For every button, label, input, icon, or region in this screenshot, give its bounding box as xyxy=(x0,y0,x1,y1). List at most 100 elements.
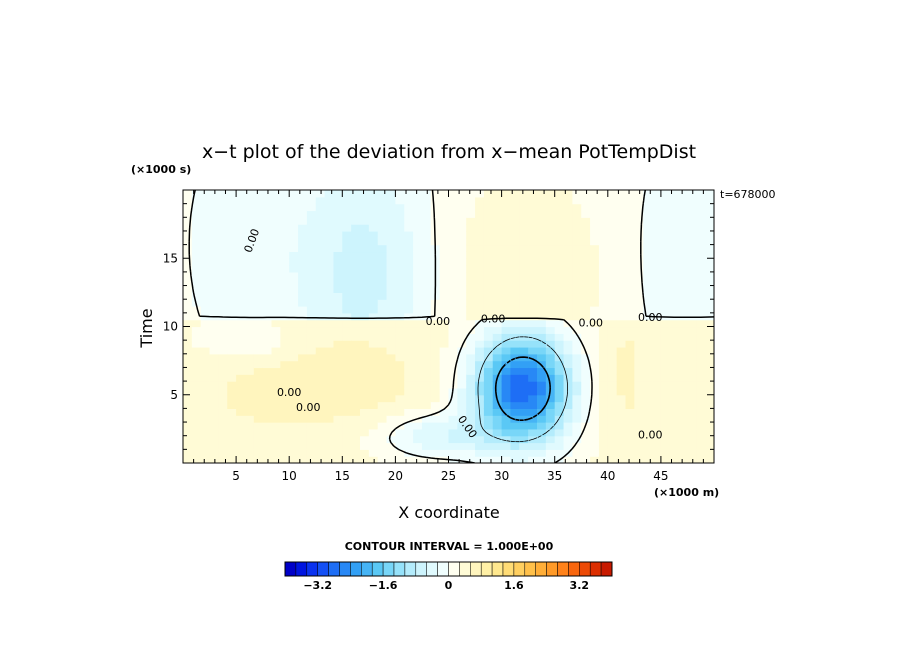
heatmap-cell xyxy=(678,449,689,457)
heatmap-cell xyxy=(218,360,228,369)
heatmap-cell xyxy=(439,244,450,253)
heatmap-cell xyxy=(510,367,520,375)
heatmap-cell xyxy=(475,374,485,382)
heatmap-cell xyxy=(625,278,635,287)
heatmap-cell xyxy=(421,401,432,409)
heatmap-cell xyxy=(545,196,556,205)
heatmap-cell xyxy=(439,360,450,369)
heatmap-cell xyxy=(209,333,219,341)
heatmap-cell xyxy=(678,394,689,403)
heatmap-cell xyxy=(475,456,485,463)
heatmap-cell xyxy=(404,265,414,273)
heatmap-cell xyxy=(643,422,653,430)
y-unit-label: (×1000 s) xyxy=(131,163,191,176)
heatmap-cell xyxy=(298,292,308,300)
heatmap-cell xyxy=(244,360,255,369)
heatmap-cell xyxy=(510,387,520,396)
heatmap-cell xyxy=(253,251,264,259)
heatmap-cell xyxy=(457,319,467,328)
heatmap-cell xyxy=(563,271,573,280)
heatmap-cell xyxy=(183,190,193,198)
heatmap-cell xyxy=(545,346,556,355)
heatmap-cell xyxy=(360,381,370,389)
heatmap-cell xyxy=(209,278,219,287)
heatmap-cell xyxy=(404,312,414,321)
heatmap-cell xyxy=(475,285,485,293)
heatmap-cell xyxy=(501,333,512,341)
heatmap-cell xyxy=(554,381,565,389)
heatmap-cell xyxy=(643,271,653,280)
heatmap-cell xyxy=(289,265,299,273)
heatmap-cell xyxy=(528,381,538,389)
heatmap-cell xyxy=(262,381,273,389)
heatmap-cell xyxy=(572,346,582,355)
heatmap-cell xyxy=(607,326,618,334)
heatmap-cell xyxy=(298,442,308,450)
heatmap-cell xyxy=(360,394,370,403)
heatmap-cell xyxy=(475,230,485,239)
heatmap-cell xyxy=(244,306,255,314)
heatmap-cell xyxy=(678,428,689,437)
heatmap-cell xyxy=(581,326,591,334)
heatmap-cell xyxy=(244,326,255,334)
heatmap-cell xyxy=(236,203,246,212)
heatmap-cell xyxy=(475,271,485,280)
heatmap-cell xyxy=(669,401,680,409)
heatmap-cell xyxy=(705,374,714,382)
heatmap-cell xyxy=(528,306,538,314)
heatmap-cell xyxy=(306,244,317,253)
heatmap-cell xyxy=(342,394,352,403)
heatmap-cell xyxy=(448,401,458,409)
heatmap-cell xyxy=(652,449,662,457)
heatmap-cell xyxy=(501,428,512,437)
heatmap-cell xyxy=(306,456,317,463)
heatmap-cell xyxy=(590,333,600,341)
heatmap-cell xyxy=(705,196,714,205)
heatmap-cell xyxy=(368,203,379,212)
heatmap-cell xyxy=(696,442,706,450)
heatmap-cell xyxy=(439,374,450,382)
heatmap-cell xyxy=(545,360,556,369)
heatmap-cell xyxy=(342,374,352,382)
heatmap-cell xyxy=(227,353,237,362)
heatmap-cell xyxy=(430,428,441,437)
heatmap-cell xyxy=(439,387,450,396)
heatmap-cell xyxy=(581,196,591,205)
colorbar-swatch xyxy=(448,561,460,577)
heatmap-cell xyxy=(413,312,423,321)
heatmap-cell xyxy=(545,312,556,321)
heatmap-cell xyxy=(625,196,635,205)
heatmap-cell xyxy=(669,387,680,396)
heatmap-cell xyxy=(395,333,405,341)
heatmap-cell xyxy=(537,271,547,280)
heatmap-cell xyxy=(669,203,680,212)
heatmap-cell xyxy=(705,244,714,253)
heatmap-cell xyxy=(395,196,405,205)
heatmap-cell xyxy=(324,346,335,355)
heatmap-cell xyxy=(607,203,618,212)
heatmap-cell xyxy=(598,367,609,375)
heatmap-cell xyxy=(324,381,335,389)
heatmap-cell xyxy=(253,312,264,321)
heatmap-cell xyxy=(537,196,547,205)
heatmap-cell xyxy=(368,401,379,409)
colorbar-swatch xyxy=(524,561,536,577)
heatmap-cell xyxy=(607,299,618,307)
heatmap-cell xyxy=(430,319,441,328)
heatmap-cell xyxy=(590,374,600,382)
heatmap-cell xyxy=(572,381,582,389)
heatmap-cell xyxy=(634,312,644,321)
heatmap-cell xyxy=(554,196,565,205)
heatmap-cell xyxy=(643,285,653,293)
heatmap-cell xyxy=(581,299,591,307)
heatmap-cell xyxy=(333,442,343,450)
heatmap-cell xyxy=(598,292,609,300)
heatmap-cell xyxy=(537,210,547,218)
heatmap-cell xyxy=(191,271,202,280)
heatmap-cell xyxy=(643,306,653,314)
heatmap-cell xyxy=(333,401,343,409)
heatmap-cell xyxy=(572,428,582,437)
heatmap-cell xyxy=(687,374,697,382)
heatmap-cell xyxy=(236,422,246,430)
heatmap-cell xyxy=(360,387,370,396)
